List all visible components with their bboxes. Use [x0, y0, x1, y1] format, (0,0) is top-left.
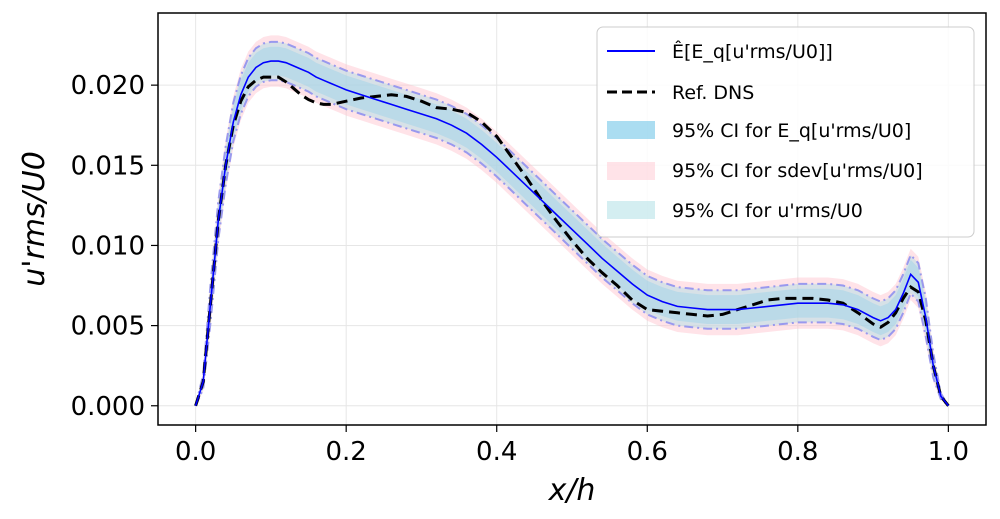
legend-label-ci-sdev: 95% CI for sdev[u'rms/U0] [672, 160, 923, 182]
legend-swatch-ci-total [607, 201, 655, 219]
series-line-dns [194, 75, 950, 407]
legend-label-ci-total: 95% CI for u'rms/U0 [672, 200, 863, 222]
series-lines [194, 60, 950, 407]
legend-swatch-ci-sdev [607, 162, 655, 180]
y-tick-label: 0.015 [71, 151, 145, 181]
x-tick-label: 0.0 [175, 437, 216, 467]
band-ci-total [195, 41, 949, 406]
legend-label-dns: Ref. DNS [672, 82, 754, 104]
x-tick-label: 0.2 [326, 437, 367, 467]
y-tick-label: 0.020 [71, 71, 145, 101]
legend-label-mean: Ê[E_q[u'rms/U0]] [672, 40, 833, 63]
x-tick-label: 0.6 [627, 437, 668, 467]
x-axis-label: x/h [548, 473, 596, 508]
band-ci-mean [195, 46, 949, 406]
y-tick-label: 0.000 [71, 392, 145, 422]
ci-upper-edge [194, 40, 950, 407]
series-line-mean [194, 60, 950, 407]
legend-box [596, 26, 975, 238]
y-tick-label: 0.010 [71, 231, 145, 261]
x-tick-label: 0.4 [476, 437, 517, 467]
legend-label-ci-mean: 95% CI for E_q[u'rms/U0] [672, 120, 911, 142]
x-tick-label: 1.0 [928, 437, 969, 467]
x-tick-label: 0.8 [777, 437, 818, 467]
legend-swatch-ci-mean [607, 121, 655, 139]
legend: Ê[E_q[u'rms/U0]] Ref. DNS 95% CI for E_q… [596, 26, 975, 238]
y-tick-label: 0.005 [71, 312, 145, 342]
ci-lower-edge [194, 79, 950, 407]
y-axis-label: u'rms/U0 [17, 151, 52, 287]
plot-frame [157, 12, 987, 426]
ticks: 0.0 0.2 0.4 0.6 0.8 1.0 0.000 0.005 0.010 0.015 0.… [71, 71, 969, 467]
confidence-bands [194, 35, 950, 407]
